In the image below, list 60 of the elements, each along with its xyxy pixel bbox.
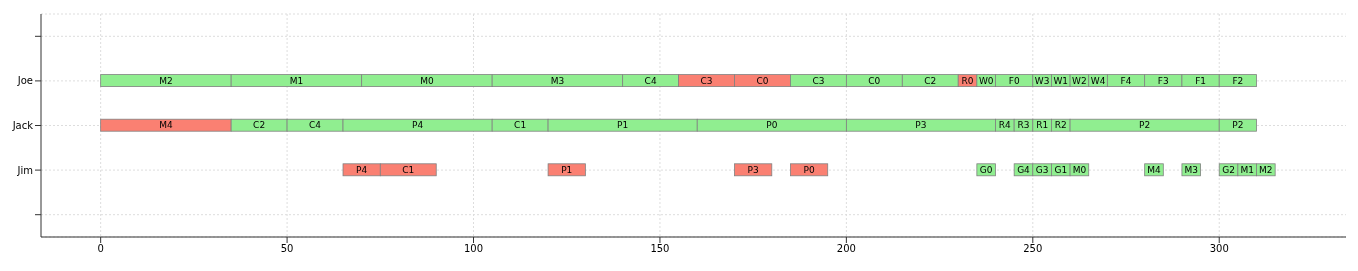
data-label: C1 <box>402 164 415 175</box>
data-label: R2 <box>1054 120 1067 131</box>
data-label: M2 <box>159 75 173 86</box>
data-label: W1 <box>1053 75 1069 86</box>
data-label: P3 <box>747 164 759 175</box>
data-label: C3 <box>700 75 713 86</box>
y-tick-label: Jack <box>11 120 34 132</box>
data-label: P1 <box>561 164 573 175</box>
data-label: M0 <box>1072 164 1087 175</box>
data-label: M3 <box>1184 164 1199 175</box>
data-label: P3 <box>915 120 927 131</box>
data-label: P4 <box>412 120 424 131</box>
x-tick-label: 250 <box>1023 243 1043 255</box>
data-label: C3 <box>812 75 825 86</box>
data-label: P2 <box>1232 120 1244 131</box>
data-label: M3 <box>550 75 565 86</box>
data-label: F3 <box>1157 75 1169 86</box>
x-tick-label: 200 <box>836 243 856 255</box>
data-label: P2 <box>1139 120 1151 131</box>
data-label: C2 <box>924 75 937 86</box>
data-label: M0 <box>420 75 434 86</box>
x-tick-label: 150 <box>650 243 670 255</box>
data-label: M2 <box>1259 164 1273 175</box>
data-label: C2 <box>253 120 266 131</box>
data-label: P0 <box>766 120 778 131</box>
data-label: M1 <box>289 75 304 86</box>
x-tick-label: 50 <box>280 243 294 255</box>
data-label: W0 <box>978 75 994 86</box>
data-label: C0 <box>868 75 881 86</box>
data-label: M1 <box>1240 164 1254 175</box>
data-label: F1 <box>1195 75 1207 86</box>
data-label: F4 <box>1120 75 1132 86</box>
data-label: R0 <box>961 75 974 86</box>
data-label: G4 <box>1017 164 1031 175</box>
data-label: C4 <box>309 120 322 131</box>
data-label: G0 <box>979 164 993 175</box>
data-label: W3 <box>1034 75 1050 86</box>
data-label: R4 <box>998 120 1012 131</box>
data-label: R3 <box>1017 120 1030 131</box>
data-label: C4 <box>644 75 657 86</box>
data-label: G1 <box>1054 164 1068 175</box>
data-label: R1 <box>1036 120 1049 131</box>
x-tick-label: 300 <box>1209 243 1229 255</box>
data-label: P4 <box>356 164 368 175</box>
data-label: F2 <box>1232 75 1244 86</box>
x-tick-label: 100 <box>463 243 484 255</box>
data-label: M4 <box>1147 164 1161 175</box>
y-tick-label: Joe <box>16 75 33 87</box>
data-label: C0 <box>756 75 769 86</box>
y-tick-label: Jim <box>16 164 33 176</box>
x-tick-label: 0 <box>97 243 104 255</box>
data-label: C1 <box>514 120 527 131</box>
data-label: M4 <box>159 120 173 131</box>
data-label: F0 <box>1008 75 1020 86</box>
data-label: W2 <box>1072 75 1087 86</box>
data-label: G2 <box>1222 164 1235 175</box>
data-label: P1 <box>617 120 629 131</box>
data-label: G3 <box>1035 164 1049 175</box>
data-label: W4 <box>1090 75 1106 86</box>
data-label: P0 <box>803 164 815 175</box>
